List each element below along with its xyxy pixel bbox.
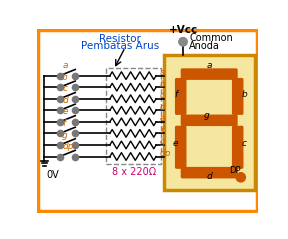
Text: Common: Common <box>189 33 233 43</box>
Text: a: a <box>160 68 165 77</box>
FancyBboxPatch shape <box>232 78 243 115</box>
Text: e: e <box>62 108 68 116</box>
Text: c: c <box>62 84 67 93</box>
Text: dp: dp <box>62 142 74 151</box>
Text: e: e <box>172 140 178 148</box>
Circle shape <box>236 173 245 182</box>
Bar <box>106 68 162 164</box>
FancyBboxPatch shape <box>232 126 243 169</box>
Text: b: b <box>160 80 166 89</box>
FancyBboxPatch shape <box>181 68 238 80</box>
Text: Anoda: Anoda <box>189 41 220 51</box>
Text: g: g <box>62 130 68 140</box>
Text: d: d <box>62 96 68 105</box>
Text: a: a <box>62 61 68 70</box>
Text: c: c <box>242 140 247 148</box>
Text: 0V: 0V <box>47 170 60 180</box>
Text: d: d <box>206 172 212 181</box>
FancyBboxPatch shape <box>181 114 238 126</box>
Text: Pembatas Arus: Pembatas Arus <box>81 41 159 51</box>
Text: d: d <box>160 103 166 112</box>
Text: f: f <box>175 90 178 99</box>
Text: e: e <box>160 114 165 123</box>
Text: b: b <box>62 73 68 82</box>
Text: f: f <box>62 119 65 128</box>
Text: f: f <box>160 126 163 135</box>
Bar <box>164 55 255 190</box>
FancyBboxPatch shape <box>175 126 187 169</box>
Text: a: a <box>206 61 212 70</box>
FancyBboxPatch shape <box>181 167 238 179</box>
Text: 8 x 220Ω: 8 x 220Ω <box>112 167 156 177</box>
Circle shape <box>179 38 187 46</box>
FancyBboxPatch shape <box>175 78 187 115</box>
Text: g: g <box>204 111 210 120</box>
Text: c: c <box>160 91 165 100</box>
Text: g: g <box>160 137 166 146</box>
Text: +Vcc: +Vcc <box>168 25 198 35</box>
Text: b: b <box>242 90 247 99</box>
Text: dp: dp <box>160 149 171 158</box>
Text: DP: DP <box>229 166 240 175</box>
Text: Resistor: Resistor <box>99 34 141 44</box>
